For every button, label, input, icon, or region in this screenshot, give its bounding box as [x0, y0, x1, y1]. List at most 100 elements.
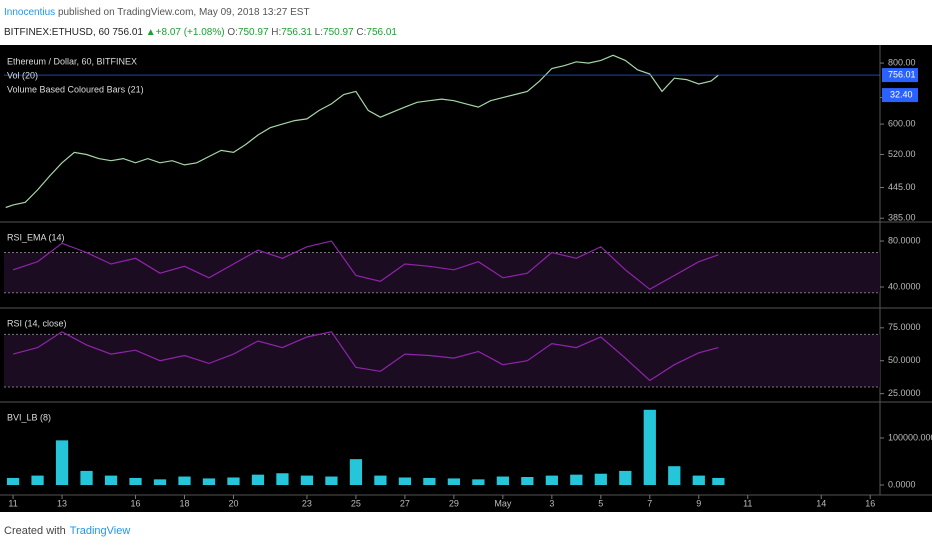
bar	[643, 409, 656, 485]
bar	[619, 470, 632, 485]
x-tick-label: 20	[228, 498, 238, 508]
bar	[692, 475, 705, 485]
bar	[472, 479, 485, 485]
y-tick-label: 80.0000	[888, 235, 921, 245]
y-tick-label: 100000.0000	[888, 432, 932, 442]
ohlc-key: L:	[314, 27, 324, 38]
bar	[496, 476, 509, 485]
indicator-label: Vol (20)	[7, 70, 38, 80]
ohlc-value: 756.01	[366, 27, 397, 38]
volume-label: 32.40	[890, 89, 913, 99]
x-tick-label: 27	[400, 498, 410, 508]
bar	[153, 479, 167, 485]
band-fill	[4, 334, 880, 388]
bar	[251, 474, 265, 485]
x-tick-label: 23	[302, 498, 312, 508]
x-tick-label: 14	[816, 498, 826, 508]
x-tick-label: 11	[743, 498, 752, 508]
up-arrow: ▲	[145, 27, 156, 38]
bar	[227, 477, 240, 485]
bar	[178, 476, 191, 485]
ohlc-o: O:750.97	[227, 27, 268, 38]
pane-title: Ethereum / Dollar, 60, BITFINEX	[7, 56, 137, 66]
last-price-label: 756.01	[888, 69, 916, 79]
y-tick-label: 40.0000	[888, 281, 921, 291]
bar	[374, 475, 387, 485]
band-fill	[4, 252, 880, 293]
x-tick-label: 5	[598, 498, 603, 508]
last-price-box	[882, 68, 918, 83]
pane-title: RSI (14, close)	[7, 318, 67, 328]
bar	[276, 473, 289, 485]
ohlc-value: 750.97	[323, 27, 354, 38]
bar	[423, 477, 436, 485]
bar	[300, 475, 314, 485]
bar	[104, 475, 118, 485]
ohlc-value: 756.31	[281, 27, 312, 38]
x-tick-label: 3	[549, 498, 554, 508]
brand-link[interactable]: TradingView	[69, 525, 131, 537]
y-tick-label: 520.00	[888, 149, 916, 159]
y-tick-label: 445.00	[888, 182, 916, 192]
publish-line: Innocentius published on TradingView.com…	[4, 3, 397, 23]
chart: 800.00680.00600.00520.00445.00385.00756.…	[0, 45, 932, 512]
bar	[129, 477, 142, 485]
ohlc-value: 750.97	[237, 27, 269, 38]
y-tick-label: 800.00	[888, 57, 916, 67]
bar	[349, 459, 363, 485]
y-tick-label: 75.0000	[888, 322, 921, 332]
x-tick-label: 16	[865, 498, 875, 508]
bar	[594, 473, 607, 485]
indicator-label: Volume Based Coloured Bars (21)	[7, 84, 144, 94]
ohlc-key: H:	[271, 27, 282, 38]
x-tick-label: 13	[57, 498, 67, 508]
x-tick-label: 9	[696, 498, 701, 508]
bar	[668, 466, 681, 485]
bar	[80, 470, 93, 485]
change: +8.07 (+1.08%)	[155, 27, 225, 38]
header: Innocentius published on TradingView.com…	[4, 3, 397, 43]
bar	[202, 478, 216, 485]
ohlc-l: L:750.97	[315, 27, 354, 38]
y-tick-label: 0.0000	[888, 479, 916, 489]
x-tick-label: 16	[131, 498, 141, 508]
y-tick-label: 385.00	[888, 213, 916, 223]
bar	[521, 477, 534, 485]
y-tick-label: 600.00	[888, 118, 916, 128]
bar	[570, 474, 583, 485]
ohlc-key: C:	[356, 27, 367, 38]
series-line	[5, 54, 719, 209]
x-tick-label: 18	[179, 498, 189, 508]
volume-box	[882, 88, 918, 103]
bar	[545, 475, 558, 485]
ohlc-h: H:756.31	[271, 27, 312, 38]
quote-line: BITFINEX:ETHUSD, 60 756.01 ▲+8.07 (+1.08…	[4, 23, 397, 43]
y-tick-label: 50.0000	[888, 355, 921, 365]
bar	[31, 475, 44, 485]
pane-title: BVI_LB (8)	[7, 412, 51, 422]
price: 756.01	[112, 27, 143, 38]
x-tick-label: 11	[8, 498, 17, 508]
x-tick-label: 25	[351, 498, 361, 508]
bar	[398, 477, 412, 485]
bar	[55, 440, 69, 485]
symbol: BITFINEX:ETHUSD, 60	[4, 27, 110, 38]
x-tick-label: May	[494, 498, 512, 508]
pane-title: RSI_EMA (14)	[7, 232, 65, 242]
y-tick-label: 25.0000	[888, 388, 921, 398]
bar	[447, 478, 460, 485]
footer: Created with TradingView	[4, 525, 130, 537]
ohlc-key: O:	[227, 27, 238, 38]
x-tick-label: 29	[449, 498, 459, 508]
author-link[interactable]: Innocentius	[4, 7, 56, 18]
bar	[6, 477, 20, 485]
bar	[325, 476, 338, 485]
ohlc-c: C:756.01	[356, 27, 397, 38]
series-line	[12, 240, 719, 291]
bar	[712, 477, 725, 485]
x-tick-label: 7	[647, 498, 652, 508]
published: published on TradingView.com, May 09, 20…	[57, 7, 310, 18]
created-with: Created with	[4, 525, 66, 537]
series-line	[12, 331, 719, 382]
